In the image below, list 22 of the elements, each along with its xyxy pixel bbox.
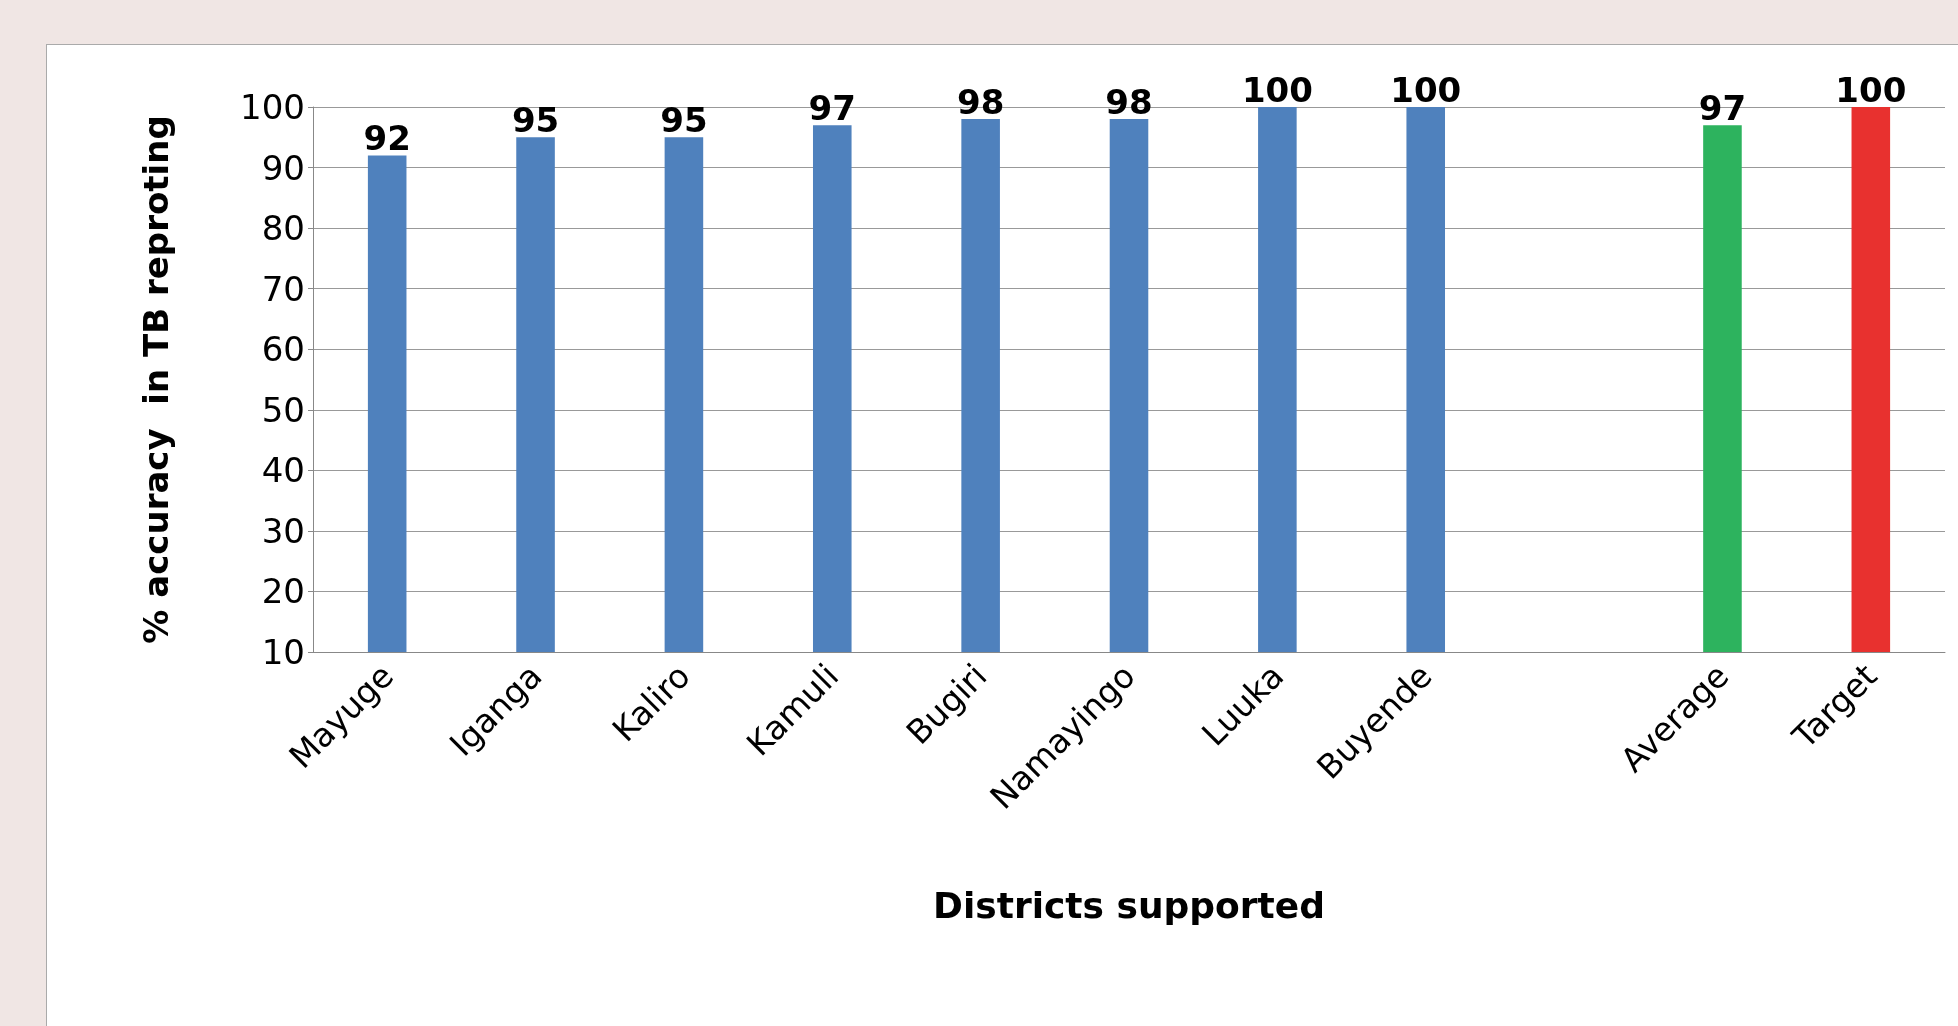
y-tick-label: 40 — [261, 450, 305, 491]
y-tick-label: 100 — [240, 87, 305, 127]
y-tick-label: 50 — [261, 389, 305, 430]
data-label: 100 — [1835, 70, 1907, 110]
y-tick-label: 20 — [261, 571, 305, 612]
data-label: 95 — [660, 100, 708, 141]
data-label: 98 — [1105, 82, 1153, 123]
y-tick-label: 70 — [261, 268, 305, 309]
y-tick-label: 60 — [261, 329, 305, 370]
data-label: 100 — [1390, 70, 1462, 110]
x-axis-title: Districts supported — [933, 884, 1325, 926]
y-axis-title: % accuracy in TB reproting — [136, 115, 176, 644]
y-tick-label: 30 — [261, 510, 305, 551]
data-label: 100 — [1241, 70, 1313, 110]
data-label: 98 — [956, 82, 1005, 123]
data-label: 92 — [363, 118, 411, 159]
y-tick-label: 90 — [261, 147, 305, 188]
data-label: 95 — [511, 100, 560, 141]
y-tick-label: 10 — [261, 632, 305, 672]
y-tick-label: 80 — [261, 208, 305, 249]
data-label: 97 — [808, 88, 856, 129]
data-label: 97 — [1698, 88, 1747, 129]
